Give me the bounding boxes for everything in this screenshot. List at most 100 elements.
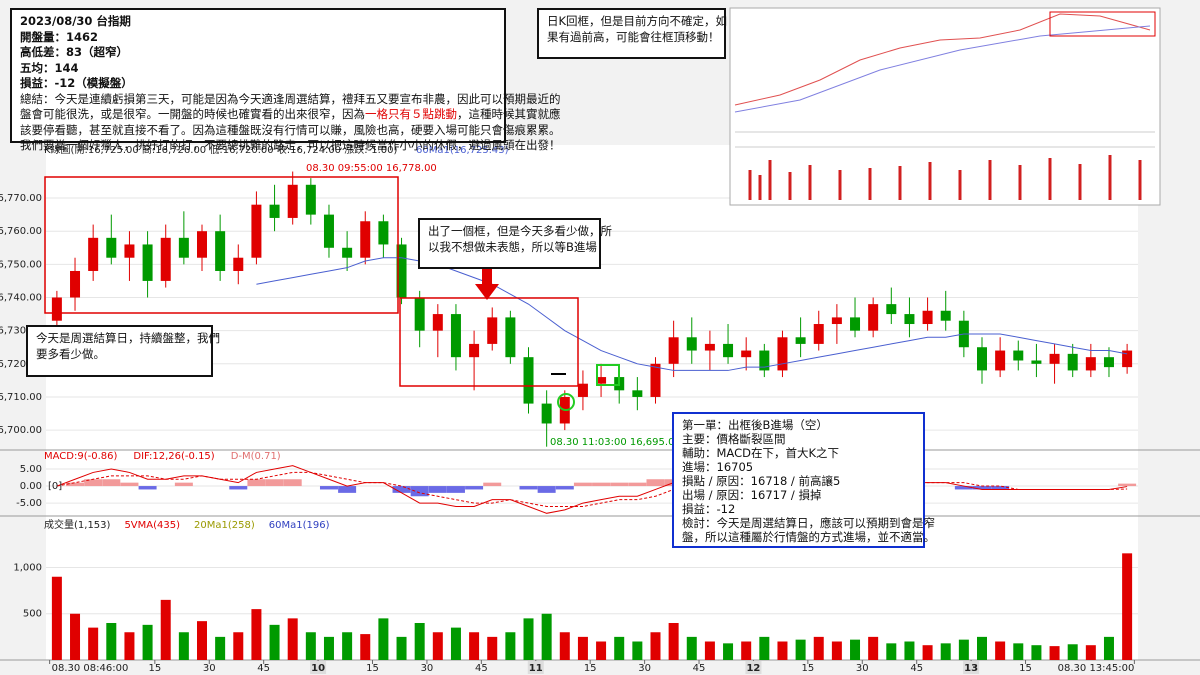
volume-bar [51,576,62,660]
note-line: 2023/08/30 台指期 [20,14,131,28]
candle-body [1013,350,1024,361]
volume-legend: 成交量(1,153) [44,518,111,531]
y-tick-label: 16,740.00 [0,293,42,304]
volume-bar [922,645,933,660]
entry-circle [557,393,575,411]
y-tick-label: 16,700.00 [0,425,42,436]
x-tick-bg [527,661,544,674]
candle-body [197,231,207,258]
volume-bar [559,632,570,660]
volume-bar [904,641,915,660]
volume-bar [831,641,842,660]
note-line: 第一單：出框後B進場（空） [682,418,828,432]
candle-body [51,297,62,321]
volume-bar [650,632,661,660]
candle-body [160,237,171,281]
note-line: 出場 / 原因：16717 / 損掉 [682,488,822,502]
macd-bar [573,482,592,487]
volume-bar [360,634,371,660]
candle-body [106,237,117,258]
volume-bar [813,636,824,660]
candle-body [233,257,244,271]
candle-body [360,221,371,258]
macd-legend: D-M(0.71) [231,451,281,462]
volume-bar [233,632,244,660]
macd-bar [338,486,357,493]
candle-body [813,324,824,344]
candle-body [142,244,153,281]
note-line: 五均：144 [20,60,79,75]
macd-bar [138,486,157,490]
note-line: 進場：16705 [682,460,754,474]
note-line: 開盤量：1462 [20,29,99,44]
candle-body [741,350,752,358]
volume-bar [142,624,153,660]
volume-bar [523,618,534,660]
x-tick-label: 15 [584,663,597,674]
range-box [399,297,579,387]
volume-bar [1031,645,1042,660]
candle-body [269,204,280,218]
volume-bar [850,639,861,660]
volume-bar [160,599,171,660]
y-tick-label: 1,000 [13,562,42,573]
volume-bar [124,632,135,660]
volume-bar [596,641,607,660]
candle-body [704,343,715,351]
x-tick-label: 45 [257,663,270,674]
candle-body [795,337,806,344]
note-line: 高低差：83（超窄） [20,45,129,59]
candle-body [886,304,897,315]
macd-bar [991,486,1010,490]
macd-bar [646,479,665,487]
volume-bar [759,636,770,660]
macd-bar [446,486,465,493]
volume-bar [1103,636,1114,660]
note-line: 損益：-12（模擬盤） [20,76,133,90]
volume-bar [777,641,788,660]
candle-body [251,204,262,258]
candle-body [831,317,842,325]
macd-legend: MACD:9(-0.86) [44,451,117,462]
x-tick-label: 45 [693,663,706,674]
volume-bar [287,618,298,660]
volume-bar [178,632,189,660]
x-tick-label: 45 [475,663,488,674]
x-tick-bg [745,661,762,674]
macd-bar [283,479,302,487]
candle-body [596,377,607,384]
macd-line [56,471,1128,507]
range-box [44,176,399,314]
volume-bar [323,636,334,660]
x-tick-label: 30 [203,663,216,674]
candle-body [124,244,135,258]
volume-bar [414,622,425,660]
volume-bar [70,613,81,660]
macd-bar [954,486,973,490]
macd-bar [229,486,248,490]
macd-bar [247,479,266,487]
x-tick-label: 08.30 08:46:00 [52,663,129,674]
macd-bar [973,486,991,490]
x-tick-label: 13 [964,663,978,674]
x-tick-label: 30 [856,663,869,674]
macd-bar [265,479,284,487]
volume-legend: 20Ma1(258) [194,520,255,531]
macd-bar [1118,483,1137,487]
macd-bar [628,482,647,487]
volume-bar [541,613,552,660]
candle-body [759,350,770,371]
volume-bar [723,643,734,660]
volume-bar [668,622,679,660]
zero-label: [0] [48,481,62,492]
note-line: 盤，所以這種屬於行情盤的方式進場，並不適當。 [682,530,935,544]
volume-bar [741,641,752,660]
high-label: 08.30 09:55:00 16,778.00 [306,163,437,174]
macd-bar [174,482,193,487]
macd-bar [66,482,85,487]
x-tick-label: 11 [529,663,543,674]
note-text: ，這種時候其實就應 [457,107,561,121]
macd-bar [610,482,629,487]
candle-body [777,337,788,371]
